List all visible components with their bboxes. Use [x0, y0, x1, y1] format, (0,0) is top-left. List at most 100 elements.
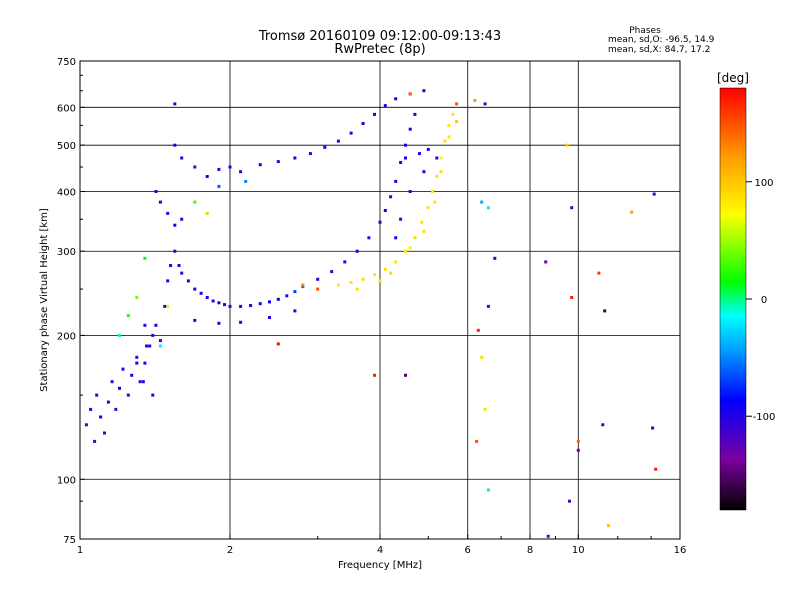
echo-point: [486, 304, 490, 308]
x-tick-label: 16: [674, 545, 687, 556]
colorbar: [719, 87, 747, 511]
echo-point: [483, 102, 487, 106]
echo-point: [389, 195, 393, 199]
echo-point: [301, 283, 305, 287]
echo-point: [455, 102, 459, 106]
echo-point: [408, 92, 412, 96]
echo-point: [486, 488, 490, 492]
echo-point: [173, 223, 177, 227]
echo-point: [336, 139, 340, 143]
echo-point: [544, 260, 548, 264]
echo-point: [473, 99, 477, 102]
echo-point: [355, 249, 359, 253]
echo-point: [114, 407, 118, 411]
echo-point: [143, 256, 147, 260]
echo-point: [483, 407, 487, 411]
echo-point: [151, 393, 155, 397]
echo-point: [565, 143, 569, 147]
echo-point: [607, 524, 610, 528]
echo-point: [293, 156, 297, 160]
echo-point: [439, 170, 443, 174]
echo-point: [166, 211, 170, 215]
echo-point: [451, 112, 455, 116]
echo-point: [455, 120, 459, 124]
echo-point: [431, 190, 435, 193]
echo-point: [316, 277, 320, 281]
echo-point: [383, 104, 387, 108]
echo-point: [166, 279, 170, 283]
echo-point: [597, 271, 601, 275]
echo-point: [480, 200, 484, 204]
echo-point: [408, 127, 412, 131]
y-tick-label: 500: [57, 141, 76, 152]
echo-point: [268, 300, 271, 304]
echo-point: [413, 112, 417, 116]
echo-point: [158, 200, 162, 204]
echo-point: [654, 467, 658, 471]
echo-point: [420, 220, 424, 224]
echo-point: [433, 200, 437, 204]
echo-point: [193, 165, 197, 169]
echo-point: [276, 297, 280, 301]
echo-point: [373, 373, 376, 377]
echo-point: [480, 355, 484, 359]
echo-point: [217, 167, 221, 171]
x-tick-label: 10: [572, 545, 585, 556]
echo-point: [130, 373, 134, 377]
echo-point: [422, 229, 426, 233]
echo-point: [158, 344, 162, 348]
echo-point: [95, 393, 99, 397]
echo-point: [154, 323, 158, 327]
echo-point: [422, 170, 426, 174]
echo-point: [138, 380, 142, 384]
echo-point: [343, 260, 347, 264]
echo-point: [394, 236, 398, 240]
echo-point: [84, 423, 88, 427]
stats-line-x: mean, sd,X: 84.7, 17.2: [608, 45, 710, 55]
echo-point: [378, 220, 382, 224]
echo-point: [301, 285, 305, 289]
echo-point: [103, 431, 106, 435]
echo-point: [143, 361, 147, 365]
echo-point: [276, 160, 280, 164]
y-tick-label: 300: [57, 247, 76, 258]
echo-point: [118, 333, 121, 337]
echo-point: [435, 156, 439, 160]
echo-point: [126, 314, 130, 318]
echo-point: [135, 296, 139, 299]
echo-point: [180, 271, 184, 275]
echo-point: [383, 209, 387, 212]
echo-point: [268, 316, 271, 319]
echo-point: [293, 290, 297, 294]
echo-point: [399, 161, 403, 164]
x-axis-label: Frequency [MHz]: [338, 560, 422, 571]
echo-point: [426, 147, 430, 151]
echo-point: [211, 299, 215, 303]
echo-point: [135, 355, 139, 359]
echo-point: [413, 236, 417, 240]
echo-point: [173, 102, 177, 106]
echo-point: [173, 143, 177, 147]
echo-point: [476, 328, 480, 332]
echo-point: [205, 211, 209, 215]
echo-point: [383, 267, 387, 271]
colorbar-tick-label: -100: [753, 412, 776, 423]
echo-point: [166, 304, 170, 308]
echo-point: [99, 415, 103, 419]
echo-point: [373, 273, 376, 277]
echo-point: [367, 236, 371, 240]
echo-point: [399, 217, 403, 221]
grid-lines: [79, 61, 681, 539]
echo-point: [603, 309, 607, 313]
echo-point: [394, 179, 398, 183]
echo-point: [576, 439, 580, 443]
echo-point: [486, 206, 490, 210]
echo-point: [389, 271, 393, 275]
echo-point: [316, 287, 320, 291]
x-tick-label: 2: [227, 545, 233, 556]
echo-point: [158, 339, 162, 343]
echo-point: [394, 260, 398, 264]
echo-point: [568, 499, 571, 503]
y-tick-label: 100: [57, 475, 76, 486]
